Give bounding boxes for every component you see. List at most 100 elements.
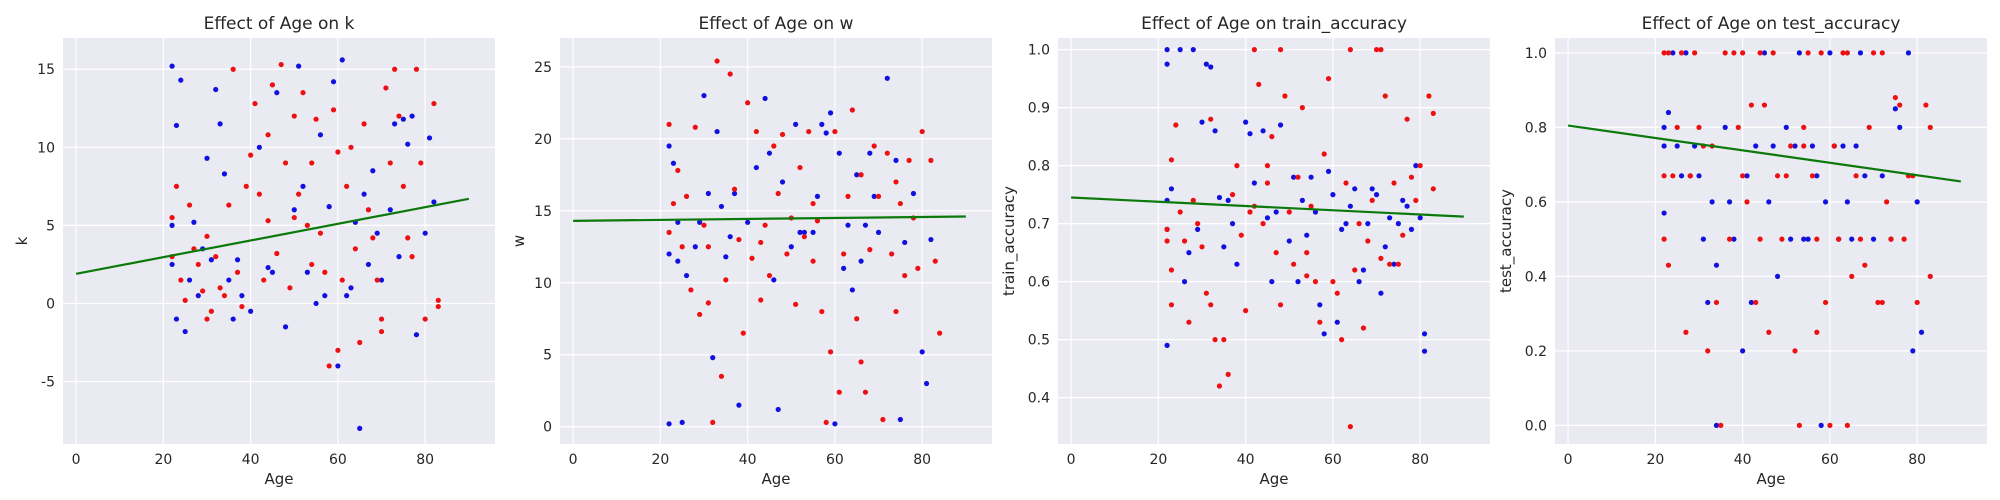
- data-point: [383, 85, 389, 91]
- x-axis-label: Age: [1756, 470, 1785, 488]
- plot-area: [1555, 38, 1987, 444]
- data-point: [330, 79, 337, 85]
- data-point: [862, 389, 869, 395]
- data-point: [723, 277, 729, 283]
- data-point: [1788, 143, 1794, 149]
- data-point: [1914, 199, 1920, 205]
- data-point: [1849, 236, 1855, 242]
- data-point: [1365, 221, 1371, 227]
- data-point: [405, 141, 411, 147]
- data-point: [1395, 221, 1401, 227]
- data-point: [1408, 226, 1415, 232]
- data-point: [1901, 236, 1907, 242]
- data-point: [348, 285, 354, 291]
- data-point: [1382, 93, 1388, 99]
- data-point: [173, 316, 180, 322]
- data-point: [296, 191, 302, 197]
- data-point: [1683, 50, 1689, 56]
- data-point: [832, 421, 838, 427]
- data-point: [1783, 124, 1789, 130]
- data-point: [169, 63, 175, 69]
- data-point: [226, 277, 232, 283]
- data-point: [1426, 93, 1432, 99]
- data-point: [1888, 236, 1894, 242]
- data-point: [221, 293, 228, 299]
- data-point: [1857, 236, 1864, 242]
- y-tick-label: 5: [46, 218, 55, 234]
- data-point: [357, 339, 363, 346]
- data-point: [1879, 173, 1885, 179]
- data-point: [1735, 124, 1741, 130]
- data-point: [195, 261, 201, 268]
- data-point: [435, 297, 441, 303]
- data-point: [1757, 50, 1763, 56]
- data-point: [1687, 173, 1693, 179]
- data-point: [854, 316, 860, 322]
- x-tick-label: 60: [329, 452, 347, 468]
- x-tick-label: 0: [1067, 452, 1076, 468]
- data-point: [758, 239, 764, 246]
- data-point: [845, 222, 851, 228]
- data-point: [169, 214, 175, 221]
- data-point: [1661, 124, 1667, 130]
- data-point: [1849, 273, 1855, 279]
- data-point: [1373, 47, 1380, 53]
- data-point: [1208, 116, 1214, 122]
- data-point: [884, 75, 890, 81]
- y-tick-label: 0.5: [1028, 333, 1050, 349]
- data-point: [1221, 337, 1227, 343]
- data-point: [1744, 199, 1750, 205]
- data-point: [248, 308, 254, 314]
- data-point: [814, 218, 821, 224]
- data-point: [274, 250, 280, 257]
- data-point: [1801, 143, 1807, 149]
- y-axis-label: w: [510, 235, 528, 247]
- data-point: [1696, 173, 1702, 179]
- y-tick-label: 0.4: [1525, 269, 1547, 285]
- trend-line: [75, 197, 470, 275]
- data-point: [1181, 238, 1188, 244]
- data-point: [1770, 143, 1776, 149]
- data-point: [234, 257, 241, 263]
- y-tick-label: 0.8: [1525, 120, 1547, 136]
- data-point: [344, 293, 350, 299]
- data-point: [1700, 236, 1706, 242]
- data-point: [1164, 342, 1170, 348]
- data-point: [1339, 226, 1345, 232]
- data-point: [858, 172, 864, 178]
- chart-title: Effect of Age on train_accuracy: [1141, 14, 1407, 34]
- data-point: [1308, 203, 1314, 209]
- data-point: [666, 121, 672, 127]
- data-point: [1818, 50, 1824, 56]
- y-tick-label: -5: [41, 375, 55, 391]
- data-point: [396, 113, 402, 119]
- data-point: [1343, 180, 1349, 186]
- data-point: [1321, 331, 1327, 337]
- data-point: [1247, 131, 1253, 137]
- data-point: [701, 92, 707, 99]
- data-point: [1801, 124, 1807, 130]
- data-point: [1312, 209, 1319, 215]
- data-point: [326, 363, 332, 369]
- data-point: [291, 207, 297, 213]
- data-point: [269, 269, 276, 275]
- data-point: [771, 143, 777, 149]
- data-point: [1740, 348, 1746, 354]
- data-point: [683, 193, 690, 199]
- data-point: [1740, 50, 1746, 56]
- x-tick-label: 20: [651, 452, 669, 468]
- data-point: [1382, 244, 1388, 250]
- data-point: [217, 285, 223, 291]
- data-point: [1757, 236, 1763, 242]
- data-point: [1312, 279, 1319, 285]
- data-point: [178, 77, 184, 83]
- data-point: [819, 121, 825, 127]
- data-point: [845, 193, 851, 199]
- data-point: [897, 416, 903, 423]
- x-tick-label: 80: [913, 452, 931, 468]
- y-axis-label: k: [13, 236, 31, 245]
- data-point: [1299, 197, 1305, 203]
- data-point: [784, 251, 790, 257]
- data-point: [1413, 197, 1419, 203]
